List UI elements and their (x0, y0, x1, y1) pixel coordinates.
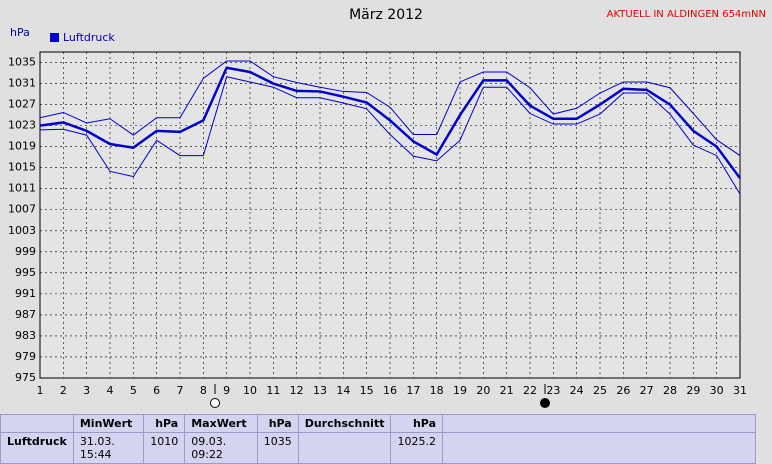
x-tick-label: 2 (60, 384, 67, 397)
x-tick-label: 5 (130, 384, 137, 397)
x-tick-label: 23 (546, 384, 560, 397)
x-tick-label: 28 (663, 384, 677, 397)
line (39, 76, 741, 195)
chart: März 2012 AKTUELL IN ALDINGEN 654mNN hPa… (8, 7, 766, 408)
x-tick-label: 11 (266, 384, 280, 397)
table-cell: hPa (390, 414, 443, 433)
x-tick-label: 25 (593, 384, 607, 397)
x-tick-label: 21 (500, 384, 514, 397)
y-tick-label: 999 (15, 245, 36, 258)
x-tick-label: 31 (733, 384, 747, 397)
table-cell: MaxWert (184, 414, 258, 433)
x-tick-label: 12 (290, 384, 304, 397)
x-tick-label: 16 (383, 384, 397, 397)
x-tick-label: 9 (223, 384, 230, 397)
new-moon-icon (540, 398, 550, 408)
y-tick-label: 1003 (8, 224, 36, 237)
x-tick-label: 3 (83, 384, 90, 397)
table-cell: 31.03. 15:44 (72, 432, 145, 464)
table-cell: MinWert (72, 414, 145, 433)
y-tick-label: 979 (15, 350, 36, 363)
x-tick-label: 18 (430, 384, 444, 397)
legend-swatch (50, 33, 59, 42)
y-tick-label: 1019 (8, 140, 36, 153)
table-cell (297, 432, 392, 464)
legend-label: Luftdruck (63, 31, 115, 44)
y-tick-label: 1027 (8, 98, 36, 111)
x-tick-label: 10 (243, 384, 257, 397)
full-moon-icon (210, 398, 220, 408)
x-tick-label: 6 (153, 384, 160, 397)
table-cell: Durchschnitt (297, 414, 392, 433)
y-tick-label: 1011 (8, 182, 36, 195)
line (39, 66, 742, 179)
x-tick-label: 22 (523, 384, 537, 397)
table-cell (442, 432, 756, 464)
table-cell (0, 414, 74, 433)
y-tick-label: 991 (15, 287, 36, 300)
summary-table: MinWert hPa MaxWert hPa Durchschnitt hPa Luftd… (0, 414, 756, 464)
table-cell: Luftdruck (0, 432, 74, 464)
y-tick-label: 1015 (8, 161, 36, 174)
table-cell: hPa (143, 414, 186, 433)
table-cell: 09.03. 09:22 (184, 432, 258, 464)
y-tick-label: 1007 (8, 203, 36, 216)
x-tick-label: 15 (360, 384, 374, 397)
x-tick-label: 7 (177, 384, 184, 397)
table-cell (442, 414, 756, 433)
plot-area (39, 51, 741, 379)
x-tick-label: 13 (313, 384, 327, 397)
x-tick-label: 14 (336, 384, 350, 397)
y-tick-label: 1035 (8, 56, 36, 69)
y-axis-label: hPa (10, 26, 30, 39)
x-tick-label: 30 (710, 384, 724, 397)
x-tick-label: 20 (476, 384, 490, 397)
y-tick-label: 1031 (8, 77, 36, 90)
y-tick-label: 983 (15, 329, 36, 342)
table-cell: 1025.2 (390, 432, 443, 464)
table-row: MinWert hPa MaxWert hPa Durchschnitt hPa (0, 414, 756, 433)
y-tick-label: 987 (15, 308, 36, 321)
y-tick-label: 1023 (8, 119, 36, 132)
table-cell: hPa (256, 414, 299, 433)
y-tick-label: 975 (15, 371, 36, 384)
x-tick-label: 17 (406, 384, 420, 397)
y-tick-label: 995 (15, 266, 36, 279)
x-tick-label: 4 (107, 384, 114, 397)
x-tick-label: 19 (453, 384, 467, 397)
table-row: Luftdruck 31.03. 15:44 1010 09.03. 09:22 103… (0, 432, 756, 464)
x-tick-label: 29 (686, 384, 700, 397)
table-cell: 1010 (143, 432, 186, 464)
x-tick-label: 26 (616, 384, 630, 397)
x-tick-label: 24 (570, 384, 584, 397)
chart-title: März 2012 (349, 7, 423, 23)
table-cell: 1035 (256, 432, 299, 464)
x-tick-label: 27 (640, 384, 654, 397)
line (39, 60, 741, 156)
x-tick-label: 8 (200, 384, 207, 397)
annotation: AKTUELL IN ALDINGEN 654mNN (607, 9, 766, 20)
x-tick-label: 1 (37, 384, 44, 397)
